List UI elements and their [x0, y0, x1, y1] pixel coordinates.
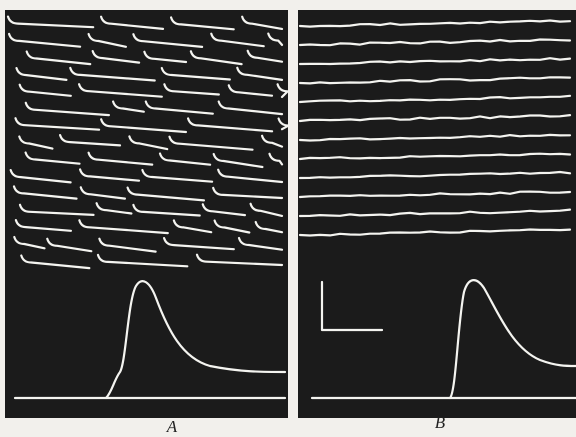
trace-line: [18, 134, 284, 151]
trace-line: [298, 38, 572, 47]
trace-line: [25, 49, 284, 66]
trace-line: [18, 202, 284, 217]
panel-a-traces: [6, 15, 290, 270]
trace-line: [298, 190, 572, 199]
pulse-a: [104, 280, 287, 400]
trace-line: [24, 100, 284, 117]
panel-b-traces: [298, 19, 572, 237]
trace-line: [298, 170, 572, 180]
panel-label: B: [435, 413, 446, 432]
trace-line: [14, 219, 284, 235]
trace-line: [298, 228, 572, 237]
panel-a-background: [5, 10, 288, 418]
trace-line: [298, 19, 572, 28]
trace-line: [298, 57, 572, 66]
pulse-b: [448, 279, 576, 400]
trace-line: [6, 15, 284, 31]
scale-bar: [320, 280, 384, 332]
trace-line: [298, 133, 572, 142]
panel-label: A: [166, 417, 178, 436]
trace-line: [298, 152, 572, 161]
trace-line: [24, 151, 284, 169]
trace-line: [298, 76, 572, 85]
trace-line: [298, 114, 572, 123]
trace-line: [8, 32, 284, 48]
trace-line: [18, 83, 289, 99]
trace-line: [12, 185, 284, 202]
trace-line: [14, 117, 290, 134]
trace-line: [15, 66, 284, 82]
trace-line: [20, 253, 284, 270]
trace-line: [298, 208, 572, 218]
trace-line: [298, 94, 572, 104]
trace-line: [9, 168, 284, 184]
trace-line: [13, 235, 284, 253]
